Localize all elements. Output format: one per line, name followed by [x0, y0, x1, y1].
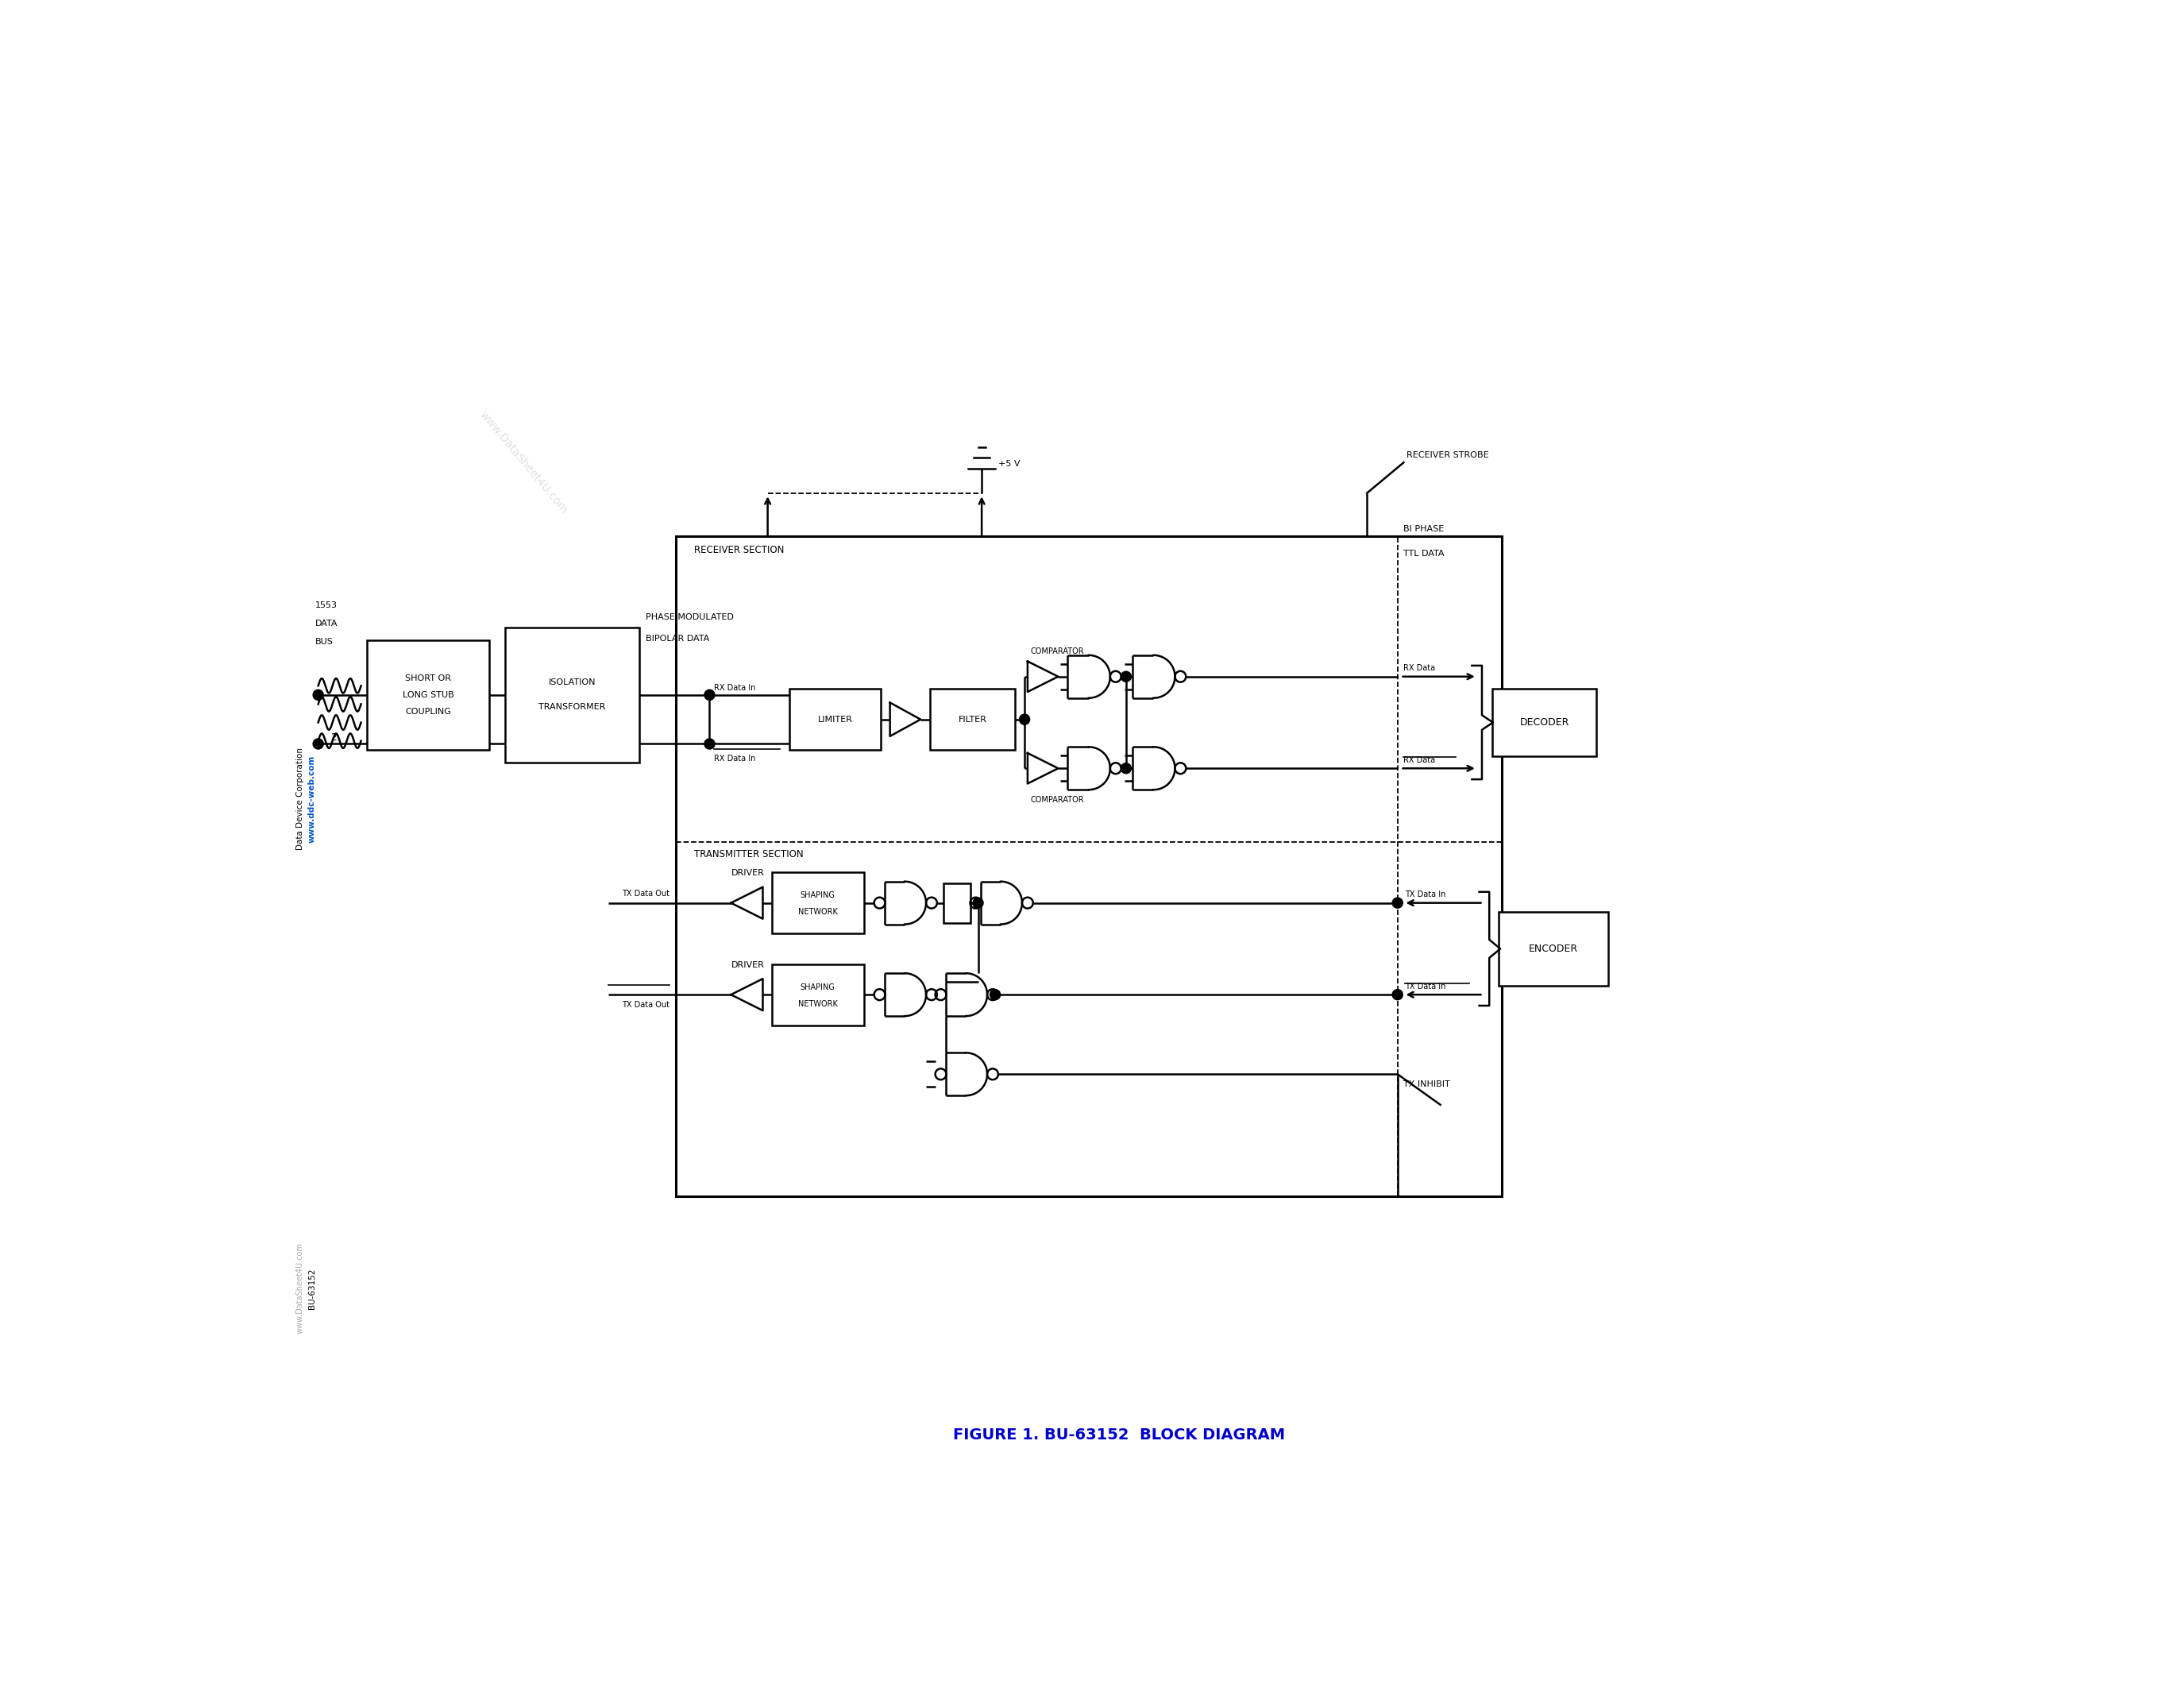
Text: Data Device Corporation: Data Device Corporation: [295, 748, 304, 851]
Text: RX Data In: RX Data In: [714, 684, 756, 692]
Text: TTL DATA: TTL DATA: [1404, 549, 1444, 557]
Text: FILTER: FILTER: [959, 716, 987, 724]
Circle shape: [1120, 763, 1131, 773]
Text: TX Data Out: TX Data Out: [622, 890, 670, 898]
Text: RX Data: RX Data: [1404, 756, 1435, 765]
Polygon shape: [891, 702, 922, 736]
Text: NETWORK: NETWORK: [797, 999, 839, 1008]
Text: COMPARATOR: COMPARATOR: [1031, 795, 1083, 803]
Polygon shape: [732, 886, 762, 918]
Circle shape: [312, 739, 323, 749]
Bar: [1492, 689, 1597, 756]
Text: TX INHIBIT: TX INHIBIT: [1404, 1080, 1450, 1089]
Text: BIPOLAR DATA: BIPOLAR DATA: [646, 635, 710, 643]
Polygon shape: [732, 979, 762, 1011]
Text: DRIVER: DRIVER: [732, 960, 764, 969]
Circle shape: [1393, 898, 1402, 908]
Text: PHASE MODULATED: PHASE MODULATED: [646, 614, 734, 621]
Bar: [367, 640, 489, 749]
Text: www.DataSheet4U.com: www.DataSheet4U.com: [295, 1242, 304, 1334]
Bar: [930, 689, 1016, 749]
Text: RECEIVER SECTION: RECEIVER SECTION: [695, 545, 784, 555]
Polygon shape: [1026, 662, 1057, 692]
Text: ISOLATION: ISOLATION: [548, 679, 596, 687]
Text: BI PHASE: BI PHASE: [1404, 525, 1444, 533]
Text: SHORT OR: SHORT OR: [406, 675, 452, 682]
Circle shape: [1393, 989, 1402, 999]
Text: LONG STUB: LONG STUB: [402, 690, 454, 699]
Text: FIGURE 1. BU-63152  BLOCK DIAGRAM: FIGURE 1. BU-63152 BLOCK DIAGRAM: [952, 1428, 1286, 1443]
Text: TX Data In: TX Data In: [1404, 891, 1446, 898]
Bar: [1498, 912, 1607, 986]
Text: TRANSFORMER: TRANSFORMER: [539, 704, 605, 711]
Text: RX Data: RX Data: [1404, 665, 1435, 672]
Bar: [771, 873, 863, 933]
Text: SHAPING: SHAPING: [799, 984, 834, 991]
Circle shape: [1120, 672, 1131, 682]
Text: www.DataSheet4U.com: www.DataSheet4U.com: [476, 408, 570, 517]
Circle shape: [705, 690, 714, 701]
Text: RX Data In: RX Data In: [714, 755, 756, 763]
Text: DATA: DATA: [314, 619, 339, 628]
Bar: [505, 628, 640, 763]
Text: TRANSMITTER SECTION: TRANSMITTER SECTION: [695, 849, 804, 859]
Text: TX Data In: TX Data In: [1404, 982, 1446, 991]
Text: DECODER: DECODER: [1520, 717, 1568, 728]
Text: LIMITER: LIMITER: [817, 716, 852, 724]
Text: COMPARATOR: COMPARATOR: [1031, 647, 1083, 655]
Text: DRIVER: DRIVER: [732, 869, 764, 878]
Circle shape: [972, 898, 983, 908]
Bar: [943, 883, 970, 923]
Bar: [771, 964, 863, 1025]
Text: NETWORK: NETWORK: [797, 908, 839, 917]
Text: TX Data Out: TX Data Out: [622, 1001, 670, 1009]
Text: +5 V: +5 V: [998, 459, 1020, 468]
Circle shape: [312, 690, 323, 701]
Text: BUS: BUS: [314, 638, 334, 647]
Polygon shape: [1026, 753, 1057, 783]
Text: 2: 2: [330, 733, 336, 743]
Text: ENCODER: ENCODER: [1529, 944, 1579, 954]
Circle shape: [705, 739, 714, 749]
Text: 1553: 1553: [314, 601, 336, 609]
Text: RECEIVER STROBE: RECEIVER STROBE: [1406, 451, 1489, 459]
Text: www.ddc-web.com: www.ddc-web.com: [308, 755, 317, 842]
Bar: [788, 689, 880, 749]
Circle shape: [989, 989, 1000, 999]
Circle shape: [1020, 714, 1029, 724]
Bar: [677, 535, 1503, 1197]
Text: COUPLING: COUPLING: [406, 707, 452, 716]
Text: BU-63152: BU-63152: [308, 1268, 317, 1308]
Text: SHAPING: SHAPING: [799, 891, 834, 900]
